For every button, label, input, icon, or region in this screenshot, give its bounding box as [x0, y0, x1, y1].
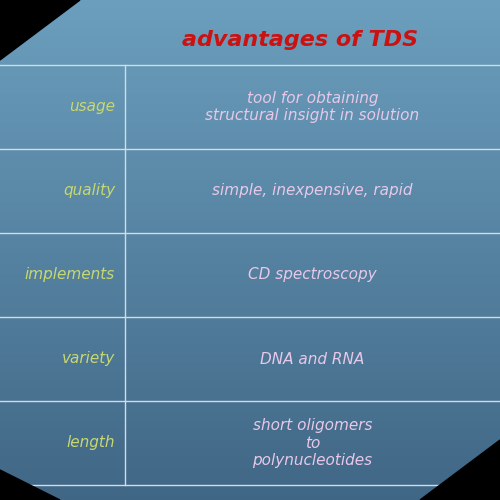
- Text: CD spectroscopy: CD spectroscopy: [248, 268, 377, 282]
- Text: quality: quality: [63, 184, 115, 198]
- Text: tool for obtaining
structural insight in solution: tool for obtaining structural insight in…: [206, 91, 420, 123]
- Text: short oligomers
to
polynucleotides: short oligomers to polynucleotides: [252, 418, 372, 468]
- Text: DNA and RNA: DNA and RNA: [260, 352, 364, 366]
- Polygon shape: [0, 470, 60, 500]
- Text: implements: implements: [25, 268, 115, 282]
- Polygon shape: [0, 0, 80, 60]
- Text: simple, inexpensive, rapid: simple, inexpensive, rapid: [212, 184, 413, 198]
- Text: usage: usage: [69, 100, 115, 114]
- Polygon shape: [420, 440, 500, 500]
- Text: advantages of TDS: advantages of TDS: [182, 30, 418, 50]
- Text: variety: variety: [62, 352, 115, 366]
- Text: length: length: [66, 436, 115, 450]
